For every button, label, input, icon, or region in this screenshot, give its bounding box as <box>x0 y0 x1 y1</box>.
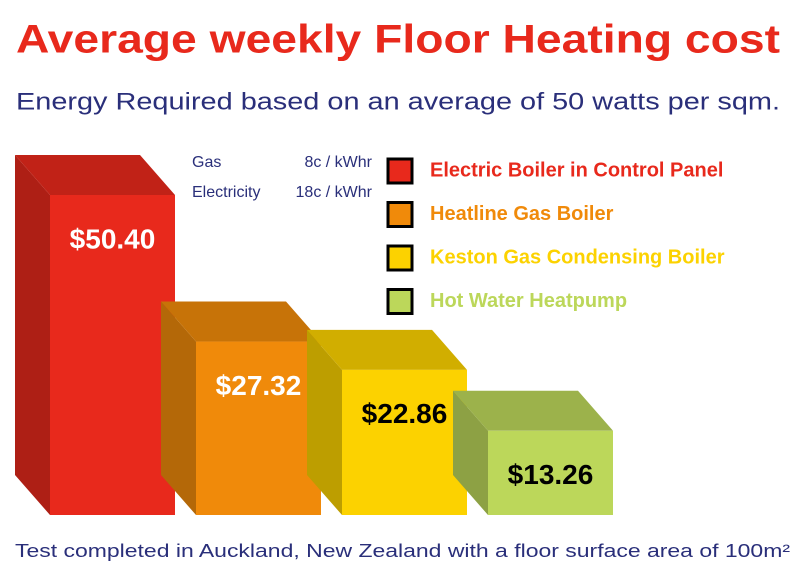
bar-3d <box>161 301 321 515</box>
footnote: Test completed in Auckland, New Zealand … <box>15 541 790 561</box>
bar-top <box>161 301 321 342</box>
value-label: $50.40 <box>70 223 156 254</box>
bar <box>196 341 321 515</box>
rate-name: Gas <box>192 154 221 171</box>
bar-3d <box>15 155 175 515</box>
bar-3d <box>453 390 613 515</box>
bar-top <box>453 390 613 431</box>
legend-swatch <box>386 201 414 228</box>
legend-swatch <box>386 288 414 315</box>
bar-top <box>307 329 467 370</box>
bar-side <box>307 329 342 515</box>
bar-side <box>161 301 196 515</box>
legend-swatch <box>386 244 414 272</box>
value-label: $27.32 <box>216 370 302 401</box>
bar <box>342 369 467 515</box>
legend-label: Electric Boiler in Control Panel <box>430 159 723 181</box>
bar <box>50 195 175 515</box>
bar <box>488 430 613 515</box>
value-label: $13.26 <box>508 459 594 490</box>
rate-value: 8c / kWhr <box>304 154 372 171</box>
bar-3d <box>307 329 467 515</box>
legend-label: Hot Water Heatpump <box>430 290 627 312</box>
legend-label: Heatline Gas Boiler <box>430 203 614 225</box>
chart-title: Average weekly Floor Heating cost <box>16 18 780 62</box>
bar-top <box>15 155 175 195</box>
rate-value: 18c / kWhr <box>296 184 373 201</box>
bar-side <box>15 155 50 515</box>
value-label: $22.86 <box>362 398 448 429</box>
legend-swatch <box>386 157 414 185</box>
rate-name: Electricity <box>192 184 260 201</box>
chart-subtitle: Energy Required based on an average of 5… <box>16 88 780 115</box>
bar-side <box>453 390 488 515</box>
legend-label: Keston Gas Condensing Boiler <box>430 246 725 268</box>
